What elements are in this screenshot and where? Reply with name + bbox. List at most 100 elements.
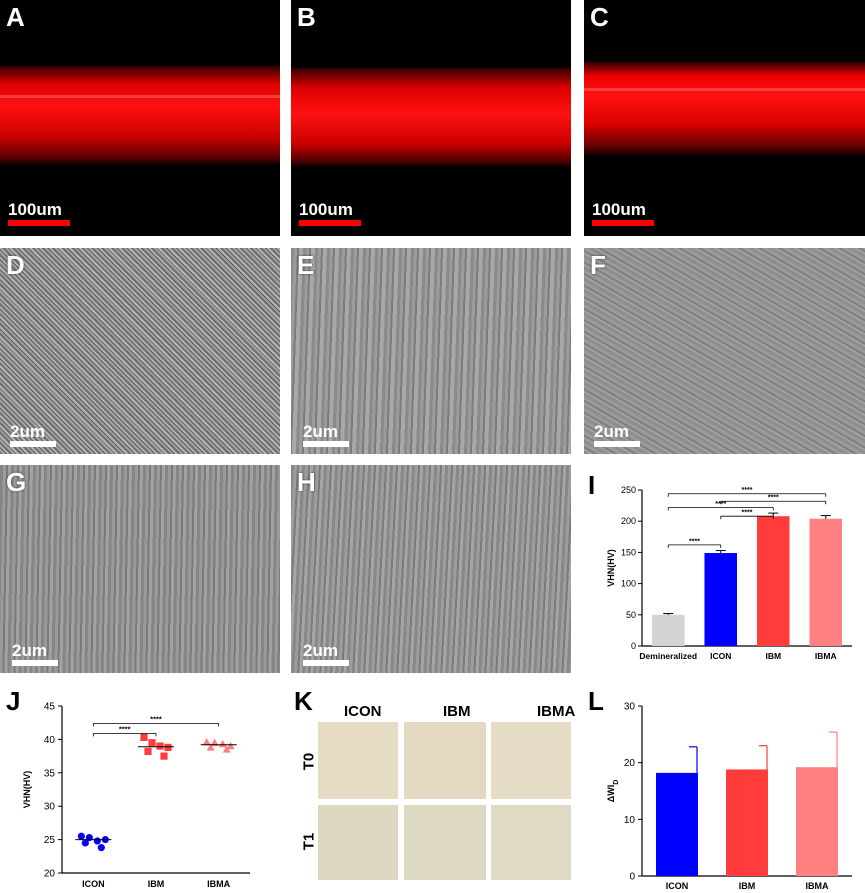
chart-j-vhn-scatter: 20 25 30 35 40 45 VHN(HV) ICON IBM IBMA **** **** [22,702,250,889]
scale-bar-a [8,220,70,226]
scale-bar-e [303,441,349,447]
k-col-ibm: IBM [443,703,471,720]
panel-d-sem: D 2um [0,248,280,454]
panel-label-e: E [297,250,315,280]
fluorescence-band [584,62,865,157]
scale-text-c: 100um [592,200,646,219]
fluorescence-line [0,95,280,98]
panel-label-g: G [6,467,27,497]
y-tick-label: 0 [631,641,636,651]
k-image-icon-t1 [318,805,398,880]
y-axis-label: ΔWID [606,780,620,803]
bar-demineralized [651,614,685,646]
bar-ibma [809,518,843,646]
x-tick-label: IBM [739,881,756,891]
k-row-t1: T1 [300,832,318,851]
scale-text-f: 2um [594,422,629,441]
x-tick-label: IBM [148,879,165,889]
y-tick-label: 10 [624,815,636,826]
k-image-ibm-t0 [404,722,486,799]
chart-l-delta-wi: 0 10 20 30 ΔWID ICON IBM IBMA [606,702,852,891]
data-point [222,745,231,753]
data-point [144,747,152,756]
panel-label-d: D [6,250,25,280]
bar-icon [704,553,738,646]
y-tick-label: 30 [624,702,636,713]
fluorescence-band [0,66,280,166]
data-point [164,743,172,752]
y-tick-label: 50 [626,610,636,620]
y-axis-label: VHN(HV) [22,771,32,809]
data-point [206,743,215,751]
data-point [148,739,156,747]
data-point [140,733,148,741]
data-point [226,741,235,750]
scale-bar-d [10,441,56,447]
y-axis-label: VHN(HV) [606,549,616,587]
data-point [93,837,101,845]
k-col-icon: ICON [344,703,382,720]
significance-label: **** [150,714,162,723]
scale-text-b: 100um [299,200,353,219]
panel-label-j: J [6,686,21,716]
panel-label-l: L [588,686,604,716]
k-image-icon-t0 [318,722,398,799]
fluorescence-line [584,88,865,91]
panel-label-h: H [297,467,316,497]
bar-ibma [796,767,838,876]
y-tick-label: 45 [44,702,56,713]
panel-c-fluorescence: C 100um [584,0,865,236]
k-row-t0: T0 [300,752,318,771]
panel-label-i: I [588,470,596,500]
y-tick-label: 40 [44,735,56,746]
panel-label-b: B [297,2,316,32]
data-point [202,737,211,746]
panel-h-sem: H 2um [291,465,571,673]
significance-label: **** [742,487,753,494]
x-tick-label: ICON [82,879,105,889]
scale-bar-f [594,441,640,447]
panel-g-sem: G 2um [0,465,280,673]
y-tick-label: 20 [44,869,56,880]
significance-label: **** [742,510,753,517]
k-col-ibma: IBMA [537,703,576,720]
y-tick-label: 30 [44,802,56,813]
y-tick-label: 250 [621,485,636,495]
panel-b-fluorescence: B 100um [291,0,571,236]
y-tick-label: 100 [621,579,636,589]
data-point [77,832,85,840]
x-tick-label: ICON [666,881,689,891]
x-tick-label: IBM [765,651,781,661]
k-image-ibma-t1 [491,805,571,880]
bar-ibm [726,769,768,876]
y-tick-label: 150 [621,547,636,557]
y-tick-label: 20 [624,758,636,769]
data-point [218,739,227,748]
panel-f-sem: F 2um [584,248,865,454]
scale-bar-g [12,660,58,666]
y-tick-label: 35 [44,768,56,779]
scale-bar-c [592,220,654,226]
panel-label-k: K [294,686,313,716]
significance-label: **** [715,501,726,508]
x-tick-label: IBMA [207,879,230,889]
y-tick-label: 25 [44,835,56,846]
x-tick-label: IBMA [815,651,837,661]
panel-e-sem: E 2um [291,248,571,454]
significance-label: **** [689,538,700,545]
bar-icon [656,772,698,876]
panel-a-fluorescence: A 100um [0,0,280,236]
panel-label-a: A [6,2,25,32]
scale-text-h: 2um [303,641,338,660]
data-point [97,844,105,852]
y-tick-label: 0 [629,872,635,883]
x-tick-label: Demineralized [639,651,697,661]
k-image-ibma-t0 [491,722,571,799]
scale-text-e: 2um [303,422,338,441]
scale-bar-b [299,220,361,226]
k-image-ibm-t1 [404,805,486,880]
panel-label-f: F [590,250,606,280]
significance-label: **** [119,724,131,733]
scale-text-d: 2um [10,422,45,441]
bar-ibm [756,516,790,646]
